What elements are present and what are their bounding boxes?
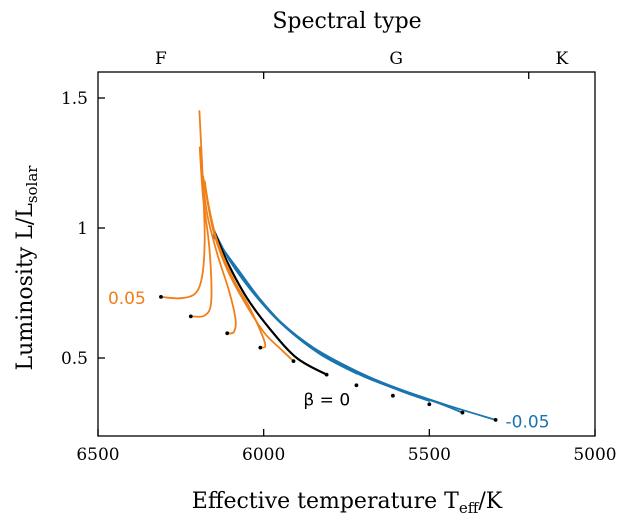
- endpoint-marker-6: [354, 383, 359, 388]
- endpoint-marker-5: [324, 372, 329, 377]
- y-axis-title-sub: solar: [23, 165, 41, 203]
- endpoint-marker-7: [390, 393, 395, 398]
- endpoint-marker-9: [460, 410, 465, 415]
- y-axis-title: Luminosity L/Lsolar: [13, 165, 41, 371]
- endpoint-marker-10: [493, 417, 498, 422]
- axis-layer: 6500 6000 5500 5000 0.5 1 1.5 F G K: [61, 49, 617, 465]
- series-line-8: [213, 233, 431, 402]
- series-line-10: [213, 236, 358, 375]
- series-line-6: [213, 229, 497, 421]
- x-tick-label-5000: 5000: [573, 445, 616, 465]
- annotation-label-0: 0.05: [108, 289, 146, 309]
- x-axis-title-main: Effective temperature T: [192, 489, 459, 514]
- top-tick-label-1: G: [389, 49, 403, 69]
- top-tick-label-2: K: [556, 49, 569, 69]
- series-line-9: [213, 234, 394, 389]
- annotation-label-2: -0.05: [506, 413, 550, 433]
- y-tick-label-1: 1: [77, 219, 88, 239]
- endpoint-marker-4: [291, 359, 296, 364]
- endpoint-marker-8: [427, 402, 432, 407]
- series-line-1: [189, 146, 213, 318]
- endpoint-marker-1: [188, 314, 193, 319]
- x-tick-label-5500: 5500: [408, 445, 451, 465]
- endpoint-marker-3: [258, 345, 263, 350]
- y-tick-label-0: 0.5: [61, 349, 88, 369]
- plot-frame: [97, 71, 596, 437]
- top-tick-label-0: F: [155, 49, 167, 69]
- endpoint-marker-2: [225, 331, 230, 336]
- annotation-label-1: β = 0: [303, 391, 350, 411]
- x-tick-label-6000: 6000: [242, 445, 285, 465]
- y-tick-label-2: 1.5: [61, 89, 88, 109]
- y-axis-title-main: Luminosity L/L: [13, 203, 38, 371]
- plot-content: 0.05 β = 0 -0.05: [108, 110, 550, 433]
- series-line-7: [213, 232, 464, 414]
- endpoint-marker-0: [159, 295, 163, 299]
- x-tick-label-6500: 6500: [76, 445, 119, 465]
- series-line-4: [202, 175, 295, 363]
- x-axis-title-sub: eff: [459, 499, 480, 517]
- series-line-2: [200, 172, 237, 335]
- x-axis-title: Effective temperature Teff/K: [192, 489, 503, 517]
- x-axis-title-unit: /K: [478, 489, 502, 514]
- top-axis-title: Spectral type: [272, 9, 421, 34]
- series-line-0: [160, 110, 206, 300]
- series-line-5: [212, 229, 328, 376]
